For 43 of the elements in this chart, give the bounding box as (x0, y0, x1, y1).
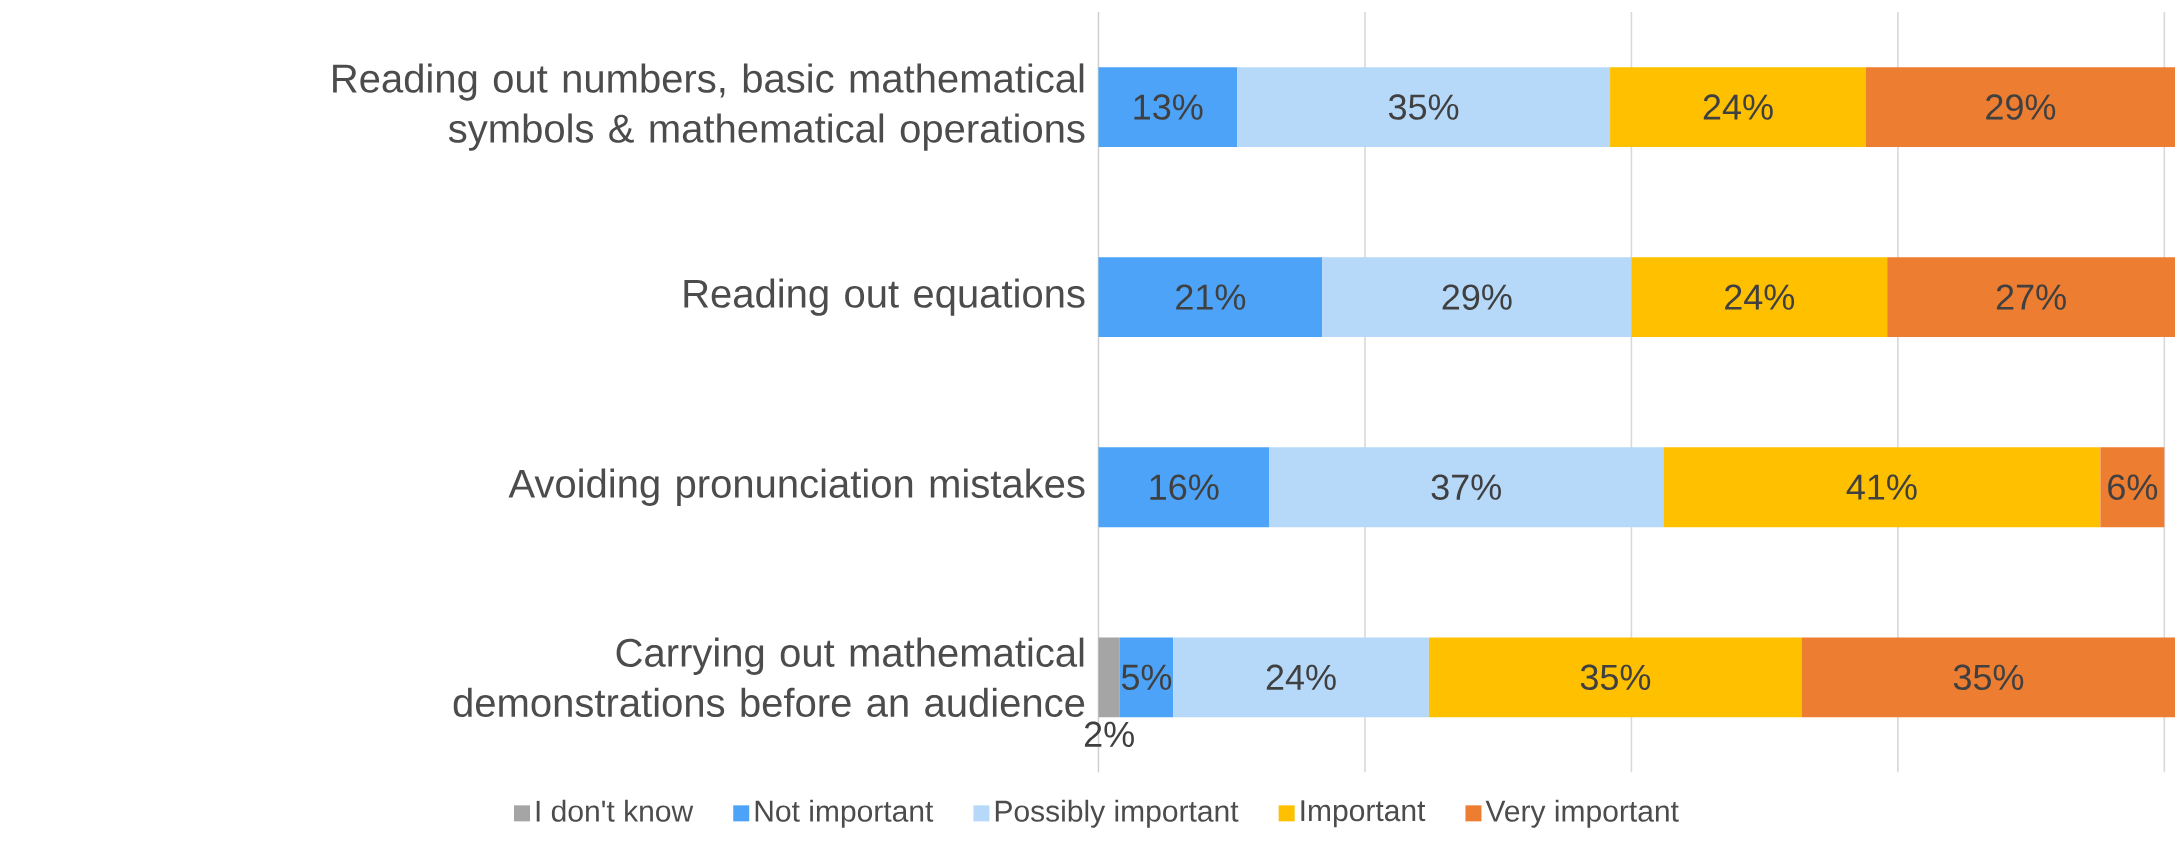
data-label: 35% (1953, 664, 2024, 690)
bar (1237, 66, 1611, 147)
bar (1119, 637, 1174, 718)
data-label: 27% (1996, 284, 2066, 310)
data-label: 35% (1388, 94, 1459, 120)
bar (1098, 637, 1120, 718)
data-label: 24% (1266, 664, 1336, 690)
y-tick-label: Avoiding pronunciation mistakes (508, 468, 1085, 506)
legend-label: Important (1301, 800, 1426, 827)
bar (1887, 257, 2175, 337)
legend-label: Not important (755, 799, 934, 828)
bar (2100, 447, 2165, 527)
data-label: 2% (1084, 721, 1134, 747)
data-label: 13% (1134, 94, 1203, 120)
data-label: 29% (1986, 94, 2056, 120)
data-label: 24% (1703, 94, 1773, 120)
bar (1865, 66, 2175, 147)
legend-label: I don't know (536, 799, 694, 822)
bar (1098, 447, 1270, 527)
data-label: 29% (1442, 284, 1512, 310)
bar (1428, 637, 1802, 718)
bar (1801, 637, 2175, 718)
bar (1663, 447, 2101, 527)
y-tick-label: Reading out equations (684, 278, 1085, 316)
data-label: 6% (2108, 474, 2158, 500)
bar (1631, 257, 1888, 337)
data-label: 16% (1150, 474, 1219, 500)
data-label: 41% (1846, 474, 1917, 500)
data-label: 37% (1431, 474, 1501, 500)
y-tick-label: Reading out numbers, basic mathematical symbols & mathematical operations (333, 63, 1085, 151)
data-label: 24% (1725, 284, 1795, 310)
y-tick-label: Carrying out mathematical demonstrations before an audience (453, 637, 1085, 717)
bar (1322, 257, 1632, 337)
bar (1098, 257, 1323, 337)
legend-label: Possibly important (995, 799, 1239, 828)
legend-label: Very important (1485, 799, 1679, 828)
bar (1173, 637, 1429, 718)
bar (1610, 66, 1866, 147)
data-label: 5% (1121, 664, 1172, 690)
bar (1269, 447, 1664, 527)
data-label: 21% (1176, 284, 1246, 310)
bar (1098, 66, 1238, 147)
data-label: 35% (1580, 664, 1651, 690)
